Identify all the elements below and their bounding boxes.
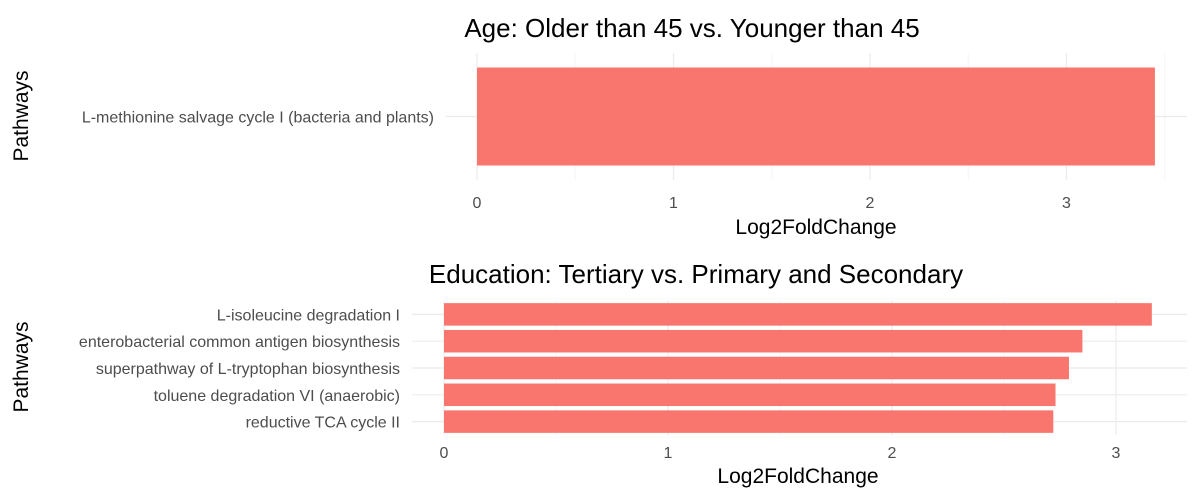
x-tick-label: 1 [664, 445, 673, 462]
x-tick-label: 0 [440, 445, 449, 462]
x-axis-title-education: Log2FoldChange [717, 465, 878, 488]
y-tick-labels-age: L-methionine salvage cycle I (bacteria a… [82, 110, 434, 127]
x-tick-label: 0 [473, 195, 482, 212]
bar [444, 356, 1069, 380]
y-tick-label: toluene degradation VI (anaerobic) [154, 388, 400, 405]
x-tick-label: 1 [669, 195, 678, 212]
y-tick-label: L-methionine salvage cycle I (bacteria a… [82, 110, 434, 127]
y-axis-title-education: Pathways [10, 321, 33, 412]
bars-education [444, 303, 1152, 433]
y-axis-title-age: Pathways [10, 70, 33, 161]
y-tick-label: enterobacterial common antigen biosynthe… [79, 334, 400, 351]
chart-title-education: Education: Tertiary vs. Primary and Seco… [429, 259, 963, 289]
bars-age [477, 67, 1155, 166]
x-tick-label: 2 [888, 445, 897, 462]
bar [444, 410, 1054, 433]
bar [444, 303, 1152, 326]
bar [444, 329, 1083, 353]
panel-education: Education: Tertiary vs. Primary and Seco… [10, 259, 1187, 488]
chart-title-age: Age: Older than 45 vs. Younger than 45 [464, 13, 919, 43]
x-axis-title-age: Log2FoldChange [735, 216, 896, 239]
panel-age: Age: Older than 45 vs. Younger than 45 L… [10, 13, 1187, 239]
y-tick-label: L-isoleucine degradation I [217, 307, 400, 324]
y-tick-label: reductive TCA cycle II [246, 415, 400, 432]
x-tick-label: 3 [1112, 445, 1121, 462]
x-tick-labels-age: 0 1 2 3 [473, 195, 1072, 212]
x-tick-label: 2 [866, 195, 875, 212]
bar [477, 67, 1155, 166]
y-tick-labels-education: L-isoleucine degradation I enterobacteria… [79, 307, 400, 431]
y-tick-label: superpathway of L-tryptophan biosynthesi… [96, 361, 400, 378]
x-tick-labels-education: 0 1 2 3 [440, 445, 1121, 462]
bar [444, 383, 1056, 407]
x-tick-label: 3 [1062, 195, 1071, 212]
